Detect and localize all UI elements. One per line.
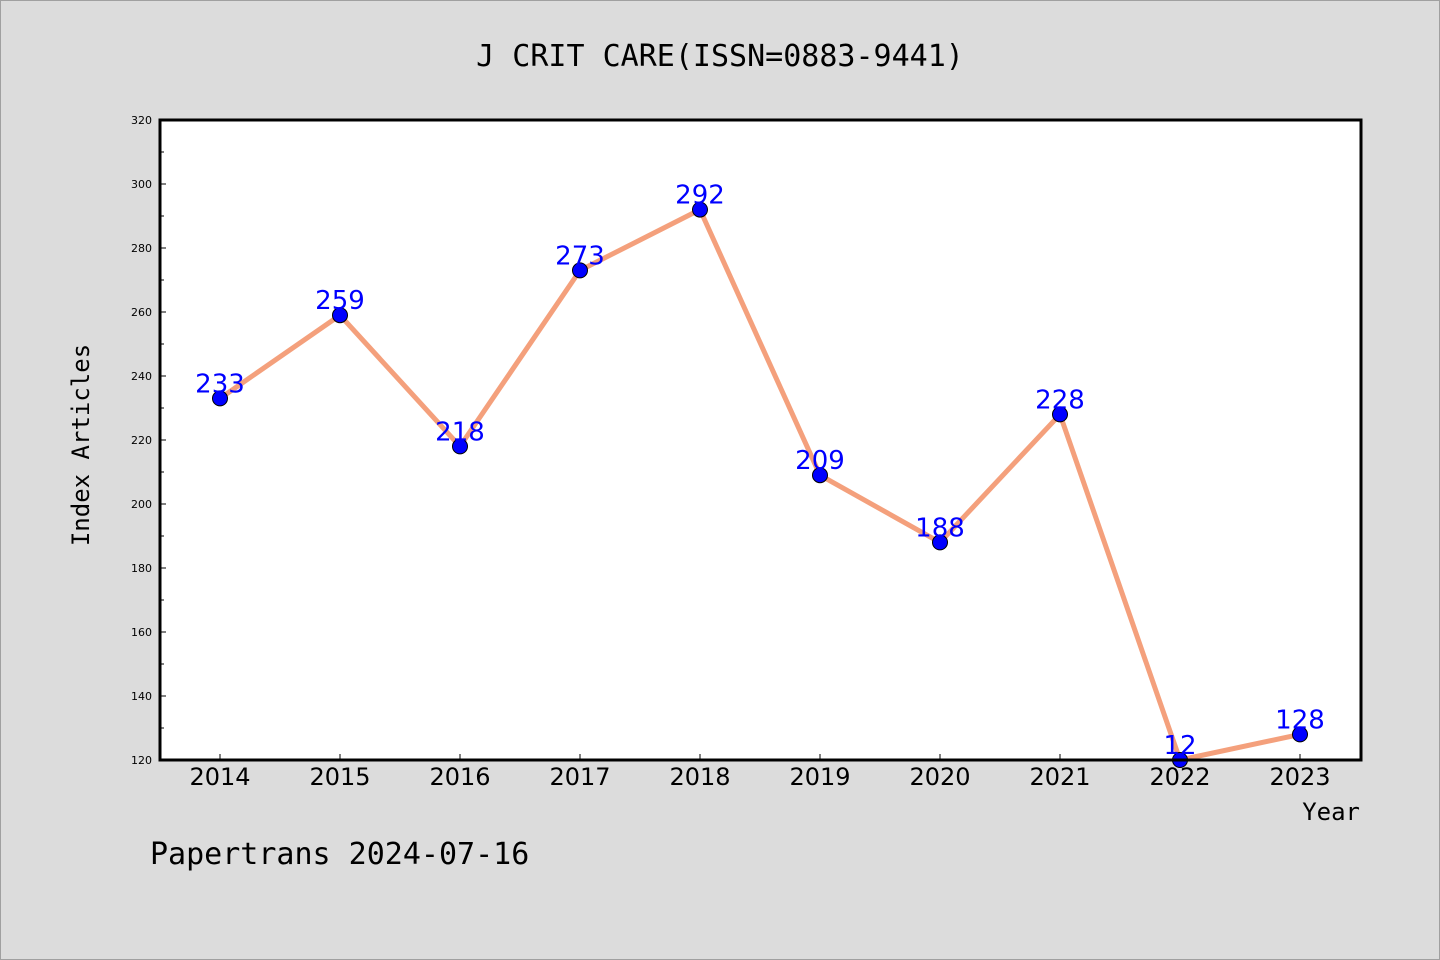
x-tick-label: 2014 (189, 763, 250, 791)
x-tick-label: 2017 (549, 763, 610, 791)
data-label: 12 (1163, 731, 1196, 761)
data-point-marker (812, 467, 828, 484)
data-label: 218 (435, 417, 485, 447)
y-tick-label: 280 (131, 242, 152, 255)
x-tick-label: 2015 (309, 763, 370, 791)
x-tick-label: 2021 (1029, 763, 1090, 791)
data-label: 233 (195, 369, 245, 399)
y-tick-label: 160 (131, 626, 152, 639)
data-point-marker (212, 390, 228, 407)
x-axis: 2014 2015 2016 2017 2018 2019 2020 2021 2022 2023 (189, 754, 1331, 791)
y-tick-label: 180 (131, 562, 152, 575)
y-tick-label: 200 (131, 498, 152, 511)
y-axis-label: Index Articles (67, 344, 95, 546)
x-tick-label: 2020 (909, 763, 970, 791)
data-point-marker (572, 262, 588, 279)
data-point-marker (452, 438, 468, 455)
plot-border (158, 118, 1363, 762)
data-label: 128 (1275, 705, 1325, 735)
series-line-group (212, 201, 1308, 768)
data-label: 259 (315, 286, 365, 316)
data-label: 228 (1035, 385, 1085, 415)
plot-area (160, 120, 1361, 760)
y-tick-label: 240 (131, 370, 152, 383)
y-tick-label: 300 (131, 178, 152, 191)
data-point-marker (1292, 726, 1308, 743)
data-point-marker (692, 201, 708, 218)
y-tick-label: 140 (131, 690, 152, 703)
data-labels-group: 233 259 218 273 292 209 188 228 12 128 (195, 181, 1325, 761)
data-point-marker (1052, 406, 1068, 423)
data-point-marker (932, 534, 948, 551)
x-tick-label: 2019 (789, 763, 850, 791)
data-label: 273 (555, 241, 605, 271)
x-tick-label: 2023 (1269, 763, 1330, 791)
data-label: 209 (795, 446, 845, 476)
data-label: 292 (675, 181, 725, 211)
x-tick-label: 2016 (429, 763, 490, 791)
data-point-marker (332, 307, 348, 324)
footer-watermark: Papertrans 2024-07-16 (150, 837, 529, 872)
y-tick-label: 220 (131, 434, 152, 447)
x-tick-label: 2018 (669, 763, 730, 791)
data-label: 188 (915, 513, 965, 543)
y-tick-label: 120 (131, 754, 152, 767)
x-axis-label: Year (1302, 798, 1360, 826)
y-tick-label: 320 (131, 114, 152, 127)
y-tick-label: 260 (131, 306, 152, 319)
series-line (218, 207, 1301, 763)
chart-title: J CRIT CARE(ISSN=0883-9441) (476, 39, 964, 74)
